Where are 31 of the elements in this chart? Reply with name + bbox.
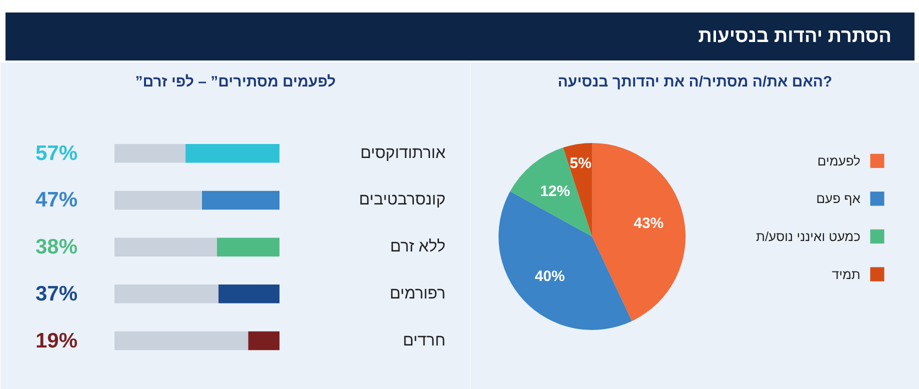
data-label: 43% bbox=[634, 215, 664, 232]
data-label: 47% bbox=[36, 188, 78, 212]
legend-label: תמיד bbox=[832, 266, 860, 282]
bar bbox=[185, 144, 280, 163]
bar bbox=[248, 331, 280, 350]
data-label: 38% bbox=[36, 236, 78, 259]
data-label: 19% bbox=[36, 329, 78, 352]
bar bbox=[114, 144, 186, 163]
y-tick-label: ללא זרם bbox=[390, 238, 446, 256]
legend-label: כמעט ואינני נוסע/ת bbox=[756, 228, 861, 244]
y-tick-label: רפורמים bbox=[390, 285, 446, 302]
legend-label: אף פעם bbox=[816, 191, 860, 206]
text: הסתרת יהדות בנסיעות bbox=[698, 26, 892, 47]
bar bbox=[114, 190, 202, 210]
data-label: 5% bbox=[570, 155, 592, 172]
chart-title: האם את/ה מסתיר/ה את יהדותך בנסיעה? bbox=[558, 74, 832, 90]
y-tick-label: קונסרבטיבים bbox=[359, 192, 446, 209]
data-label: 12% bbox=[540, 182, 570, 200]
data-label: 57% bbox=[36, 142, 78, 165]
bar bbox=[114, 331, 248, 350]
y-tick-label: חרדים bbox=[402, 332, 446, 350]
data-label: 40% bbox=[534, 268, 565, 286]
bar bbox=[114, 284, 218, 304]
chart-title: ”לפעמים מסתירים” – לפי זרם bbox=[135, 74, 336, 90]
bar bbox=[218, 284, 280, 304]
data-label: 37% bbox=[36, 282, 78, 306]
legend-label: לפעמים bbox=[817, 153, 861, 168]
y-tick-label: אורתודוקסים bbox=[360, 144, 446, 162]
bar bbox=[216, 238, 280, 256]
bar bbox=[202, 190, 280, 210]
bar bbox=[114, 238, 217, 256]
